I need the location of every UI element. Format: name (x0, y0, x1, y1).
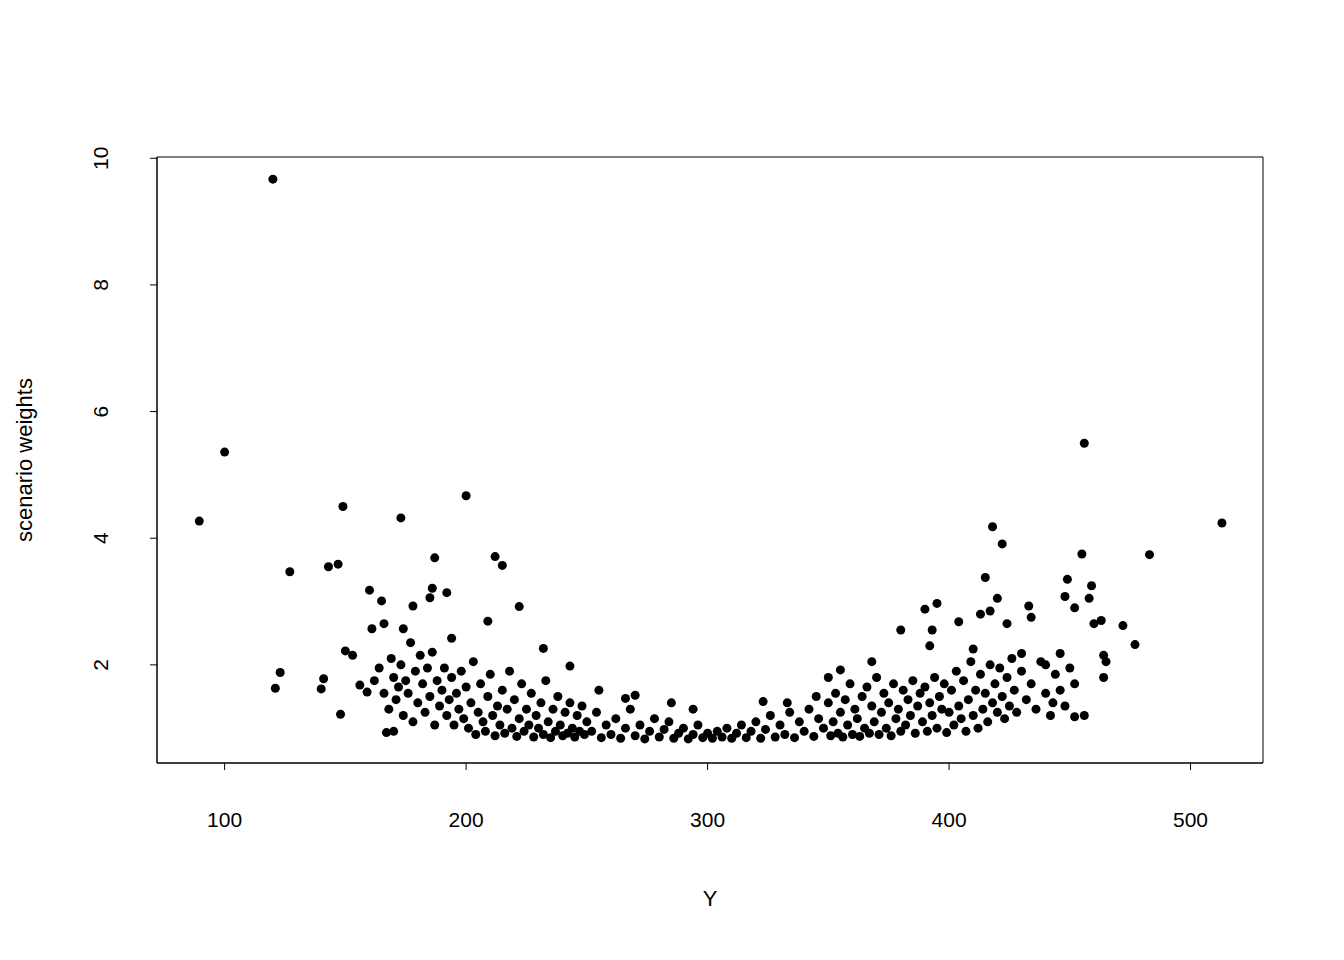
svg-text:500: 500 (1173, 808, 1208, 831)
svg-text:400: 400 (932, 808, 967, 831)
html-text:scenario weights: scenario weights (12, 378, 37, 542)
svg-text:300: 300 (690, 808, 725, 831)
svg-text:4: 4 (89, 532, 112, 544)
svg-text:8: 8 (89, 279, 112, 291)
svg-text:100: 100 (207, 808, 242, 831)
svg-text:200: 200 (449, 808, 484, 831)
svg-text:2: 2 (89, 659, 112, 671)
html-text:Y: Y (702, 886, 718, 911)
svg-text:10: 10 (89, 147, 112, 170)
svg-text:6: 6 (89, 406, 112, 418)
